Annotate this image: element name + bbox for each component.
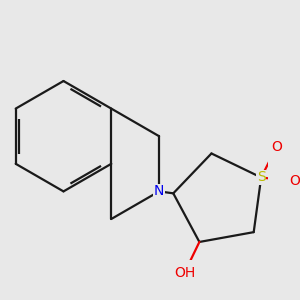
Text: O: O [290, 175, 300, 188]
Text: OH: OH [174, 266, 195, 280]
Text: S: S [257, 170, 266, 184]
Text: N: N [154, 184, 164, 198]
Text: O: O [271, 140, 282, 154]
